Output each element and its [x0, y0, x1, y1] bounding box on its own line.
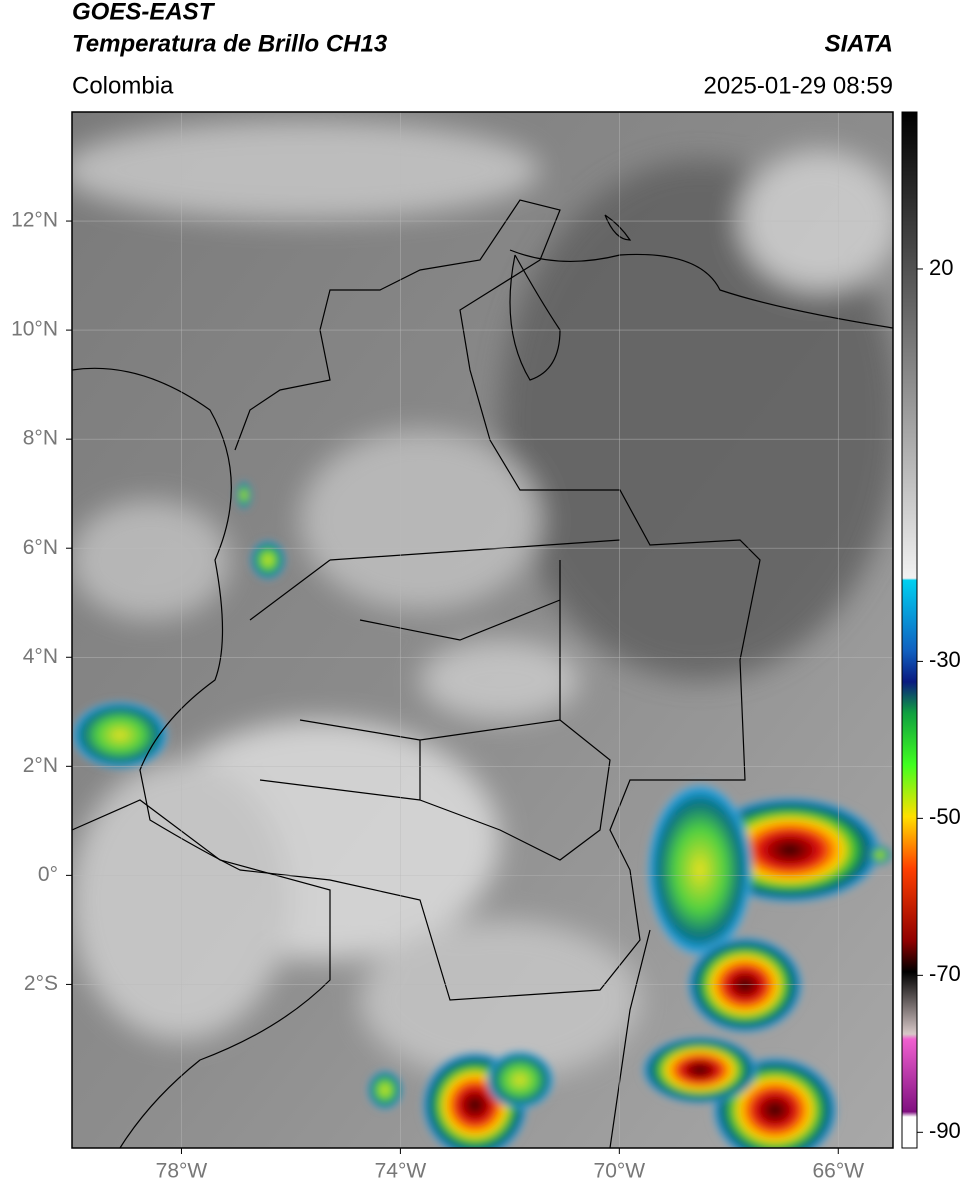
colorbar-label: 20	[929, 255, 953, 280]
lat-label: 10°N	[11, 318, 58, 341]
source: SIATA	[825, 30, 893, 57]
lon-label: 66°W	[812, 1160, 864, 1183]
map-frame	[71, 111, 894, 1149]
colorbar-label: -50	[929, 804, 961, 829]
lat-label: 2°S	[24, 972, 58, 995]
region: Colombia	[72, 72, 174, 99]
title: GOES-EAST	[72, 0, 216, 25]
lat-label: 2°N	[23, 754, 58, 777]
lat-label: 4°N	[23, 645, 58, 668]
graticule	[72, 112, 893, 1148]
colorbar	[901, 111, 918, 1149]
subtitle: Temperatura de Brillo CH13	[72, 30, 388, 57]
colorbar-label: -30	[929, 647, 961, 672]
datetime: 2025-01-29 08:59	[704, 72, 894, 99]
lat-label: 6°N	[23, 536, 58, 559]
lon-label: 74°W	[375, 1160, 427, 1183]
colorbar-label: -70	[929, 961, 961, 986]
lon-label: 70°W	[594, 1160, 646, 1183]
lat-label: 0°	[38, 863, 58, 886]
lon-label: 78°W	[156, 1160, 208, 1183]
satellite-image	[72, 112, 893, 1148]
lat-label: 8°N	[23, 427, 58, 450]
lat-label: 12°N	[11, 209, 58, 232]
boundaries	[72, 199, 893, 1148]
colorbar-label: -90	[929, 1118, 961, 1143]
